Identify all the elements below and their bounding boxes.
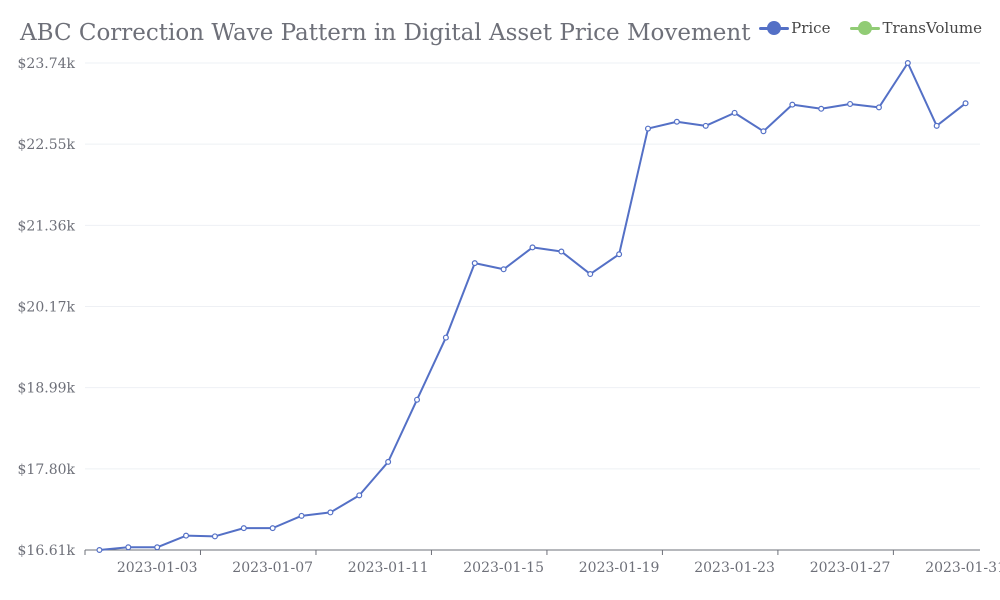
data-point: [616, 251, 623, 258]
data-point: [442, 334, 449, 341]
x-tick-label: 2023-01-03: [117, 560, 198, 576]
data-point: [789, 101, 796, 108]
data-point: [269, 525, 276, 532]
x-tick-label: 2023-01-15: [463, 560, 544, 576]
data-point: [558, 248, 565, 255]
y-tick-label: $16.61k: [18, 543, 76, 559]
data-point: [240, 525, 247, 532]
x-tick-label: 2023-01-11: [348, 560, 429, 576]
legend-label-price: Price: [791, 19, 831, 37]
data-point: [818, 105, 825, 112]
chart-title: ABC Correction Wave Pattern in Digital A…: [20, 20, 751, 46]
y-tick-label: $22.55k: [18, 137, 76, 153]
data-point: [414, 396, 421, 403]
legend-label-transvolume: TransVolume: [882, 19, 982, 37]
y-tick-label: $21.36k: [18, 218, 76, 234]
data-point: [760, 128, 767, 135]
data-point: [702, 122, 709, 129]
data-point: [529, 244, 536, 251]
legend-dot-transvolume-icon: [858, 21, 873, 35]
x-tick-label: 2023-01-23: [694, 560, 775, 576]
x-tick-label: 2023-01-27: [810, 560, 891, 576]
legend-item-price[interactable]: Price: [759, 19, 830, 37]
data-point: [154, 544, 161, 551]
x-tick-label: 2023-01-31: [925, 560, 1000, 576]
data-point: [962, 100, 969, 107]
data-point: [385, 458, 392, 465]
legend: Price TransVolume: [759, 19, 982, 37]
data-point: [298, 512, 305, 519]
data-point: [673, 118, 680, 125]
data-point: [471, 260, 478, 267]
data-point: [96, 546, 103, 553]
data-point: [356, 492, 363, 499]
y-tick-label: $23.74k: [18, 56, 76, 72]
data-point: [847, 100, 854, 107]
y-tick-label: $20.17k: [18, 300, 76, 316]
data-point: [587, 271, 594, 278]
data-point: [125, 544, 132, 551]
legend-swatch-transvolume: [850, 21, 881, 35]
legend-item-transvolume[interactable]: TransVolume: [850, 19, 982, 37]
data-point: [731, 109, 738, 116]
y-tick-label: $18.99k: [18, 381, 76, 397]
data-point: [500, 266, 507, 273]
legend-dot-price-icon: [767, 21, 782, 35]
data-point: [183, 532, 190, 539]
data-point: [875, 104, 882, 111]
x-tick-label: 2023-01-07: [232, 560, 313, 576]
y-tick-label: $17.80k: [18, 462, 76, 478]
legend-swatch-price: [759, 21, 790, 35]
data-point: [211, 533, 218, 540]
data-point: [644, 125, 651, 132]
x-tick-label: 2023-01-19: [579, 560, 660, 576]
data-point: [904, 59, 911, 66]
data-point: [327, 509, 334, 516]
data-point: [933, 122, 940, 129]
